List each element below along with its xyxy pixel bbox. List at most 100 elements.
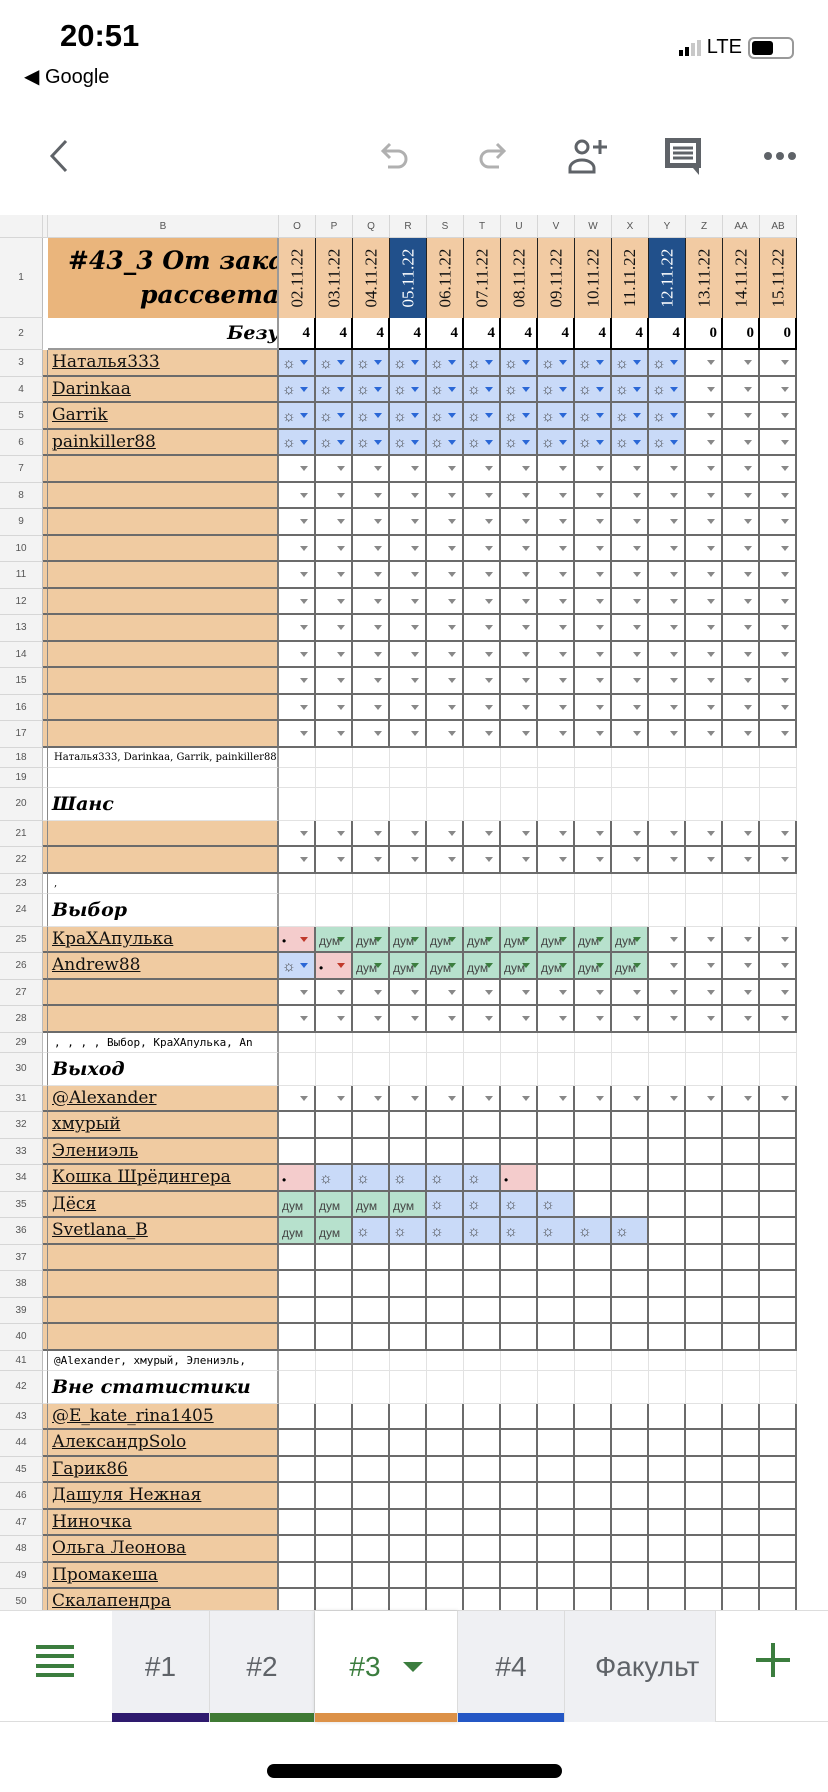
dropdown-arrow-icon[interactable] (596, 439, 604, 445)
cell-V13[interactable] (538, 615, 575, 642)
cell-U38[interactable] (501, 1271, 538, 1298)
cell-AA7[interactable] (723, 456, 760, 483)
cell-P36[interactable]: дум (316, 1218, 353, 1245)
dropdown-arrow-icon[interactable] (485, 413, 493, 419)
cell-AB6[interactable] (760, 429, 797, 456)
cell-U17[interactable] (501, 721, 538, 748)
dropdown-arrow-icon[interactable] (337, 963, 345, 969)
cell-S27[interactable] (427, 979, 464, 1006)
cell-U5[interactable]: ☼ (501, 403, 538, 430)
cell-V50[interactable] (538, 1589, 575, 1610)
cell-V30[interactable] (538, 1052, 575, 1086)
dropdown-arrow-icon[interactable] (374, 936, 382, 942)
dropdown-arrow-icon[interactable] (707, 386, 715, 392)
dropdown-arrow-icon[interactable] (707, 1095, 715, 1101)
cell-T15[interactable] (464, 668, 501, 695)
cell-R22[interactable] (390, 847, 427, 874)
row-header-3[interactable]: 3 (0, 350, 43, 377)
row-header-20[interactable]: 20 (0, 787, 43, 821)
cell-AA36[interactable] (723, 1218, 760, 1245)
dropdown-arrow-icon[interactable] (485, 731, 493, 737)
dropdown-arrow-icon[interactable] (448, 466, 456, 472)
column-a-cell[interactable] (43, 1297, 48, 1324)
dropdown-arrow-icon[interactable] (337, 625, 345, 631)
cell-Q6[interactable]: ☼ (353, 429, 390, 456)
member-name-cell[interactable] (48, 509, 279, 536)
cell-Q19[interactable] (353, 767, 390, 788)
cell-AB23[interactable] (760, 873, 797, 894)
dropdown-arrow-icon[interactable] (374, 519, 382, 525)
cell-V38[interactable] (538, 1271, 575, 1298)
cell-Z26[interactable] (686, 953, 723, 980)
dropdown-arrow-icon[interactable] (744, 678, 752, 684)
dropdown-arrow-icon[interactable] (596, 1016, 604, 1022)
cell-V37[interactable] (538, 1244, 575, 1271)
cell-S43[interactable] (427, 1403, 464, 1430)
cell-P30[interactable] (316, 1052, 353, 1086)
cell-U3[interactable]: ☼ (501, 350, 538, 377)
cell-P25[interactable]: дум (316, 926, 353, 953)
cell-W46[interactable] (575, 1483, 612, 1510)
cell-R23[interactable] (390, 873, 427, 894)
dropdown-arrow-icon[interactable] (744, 625, 752, 631)
member-name-cell[interactable]: АлександрSolo (48, 1430, 279, 1457)
cell-P47[interactable] (316, 1509, 353, 1536)
cell-Y46[interactable] (649, 1483, 686, 1510)
cell-O48[interactable] (279, 1536, 316, 1563)
cell-AB22[interactable] (760, 847, 797, 874)
cell-S46[interactable] (427, 1483, 464, 1510)
column-a-cell[interactable] (43, 1483, 48, 1510)
dropdown-arrow-icon[interactable] (374, 439, 382, 445)
member-name-cell[interactable]: Кошка Шрёдингера (48, 1165, 279, 1192)
member-name[interactable]: Andrew88 (52, 955, 141, 976)
row-header-13[interactable]: 13 (0, 615, 43, 642)
cell-T44[interactable] (464, 1430, 501, 1457)
row-header-32[interactable]: 32 (0, 1112, 43, 1139)
cell-V24[interactable] (538, 893, 575, 927)
dropdown-arrow-icon[interactable] (485, 1095, 493, 1101)
dropdown-arrow-icon[interactable] (522, 936, 530, 942)
cell-S6[interactable]: ☼ (427, 429, 464, 456)
cell-Y17[interactable] (649, 721, 686, 748)
dropdown-arrow-icon[interactable] (448, 678, 456, 684)
column-header-P[interactable]: P (316, 215, 353, 238)
cell-R29[interactable] (390, 1032, 427, 1053)
cell-U41[interactable] (501, 1350, 538, 1371)
cell-W5[interactable]: ☼ (575, 403, 612, 430)
count-cell-V[interactable]: 4 (538, 318, 575, 350)
cell-AA31[interactable] (723, 1085, 760, 1112)
dropdown-arrow-icon[interactable] (522, 360, 530, 366)
cell-W7[interactable] (575, 456, 612, 483)
dropdown-arrow-icon[interactable] (411, 492, 419, 498)
column-header-A[interactable] (43, 215, 48, 238)
cell-U35[interactable]: ☼ (501, 1191, 538, 1218)
cell-AA26[interactable] (723, 953, 760, 980)
dropdown-arrow-icon[interactable] (596, 857, 604, 863)
dropdown-arrow-icon[interactable] (411, 519, 419, 525)
dropdown-arrow-icon[interactable] (448, 936, 456, 942)
cell-U22[interactable] (501, 847, 538, 874)
cell-AB48[interactable] (760, 1536, 797, 1563)
cell-P39[interactable] (316, 1297, 353, 1324)
cell-U23[interactable] (501, 873, 538, 894)
dropdown-arrow-icon[interactable] (633, 545, 641, 551)
dropdown-arrow-icon[interactable] (670, 413, 678, 419)
cell-Q8[interactable] (353, 482, 390, 509)
cell-S26[interactable]: дум (427, 953, 464, 980)
cell-AB36[interactable] (760, 1218, 797, 1245)
column-a-cell[interactable] (43, 641, 48, 668)
dropdown-arrow-icon[interactable] (559, 572, 567, 578)
cell-R15[interactable] (390, 668, 427, 695)
member-name[interactable]: АлександрSolo (52, 1432, 187, 1453)
member-name-cell[interactable] (48, 1006, 279, 1033)
dropdown-arrow-icon[interactable] (485, 386, 493, 392)
cell-R40[interactable] (390, 1324, 427, 1351)
cell-Y15[interactable] (649, 668, 686, 695)
cell-Y26[interactable] (649, 953, 686, 980)
sheet-tab-2[interactable]: #2 (210, 1611, 315, 1722)
cell-S11[interactable] (427, 562, 464, 589)
dropdown-arrow-icon[interactable] (559, 519, 567, 525)
cell-X43[interactable] (612, 1403, 649, 1430)
add-sheet-icon[interactable] (756, 1643, 790, 1677)
cell-U49[interactable] (501, 1562, 538, 1589)
